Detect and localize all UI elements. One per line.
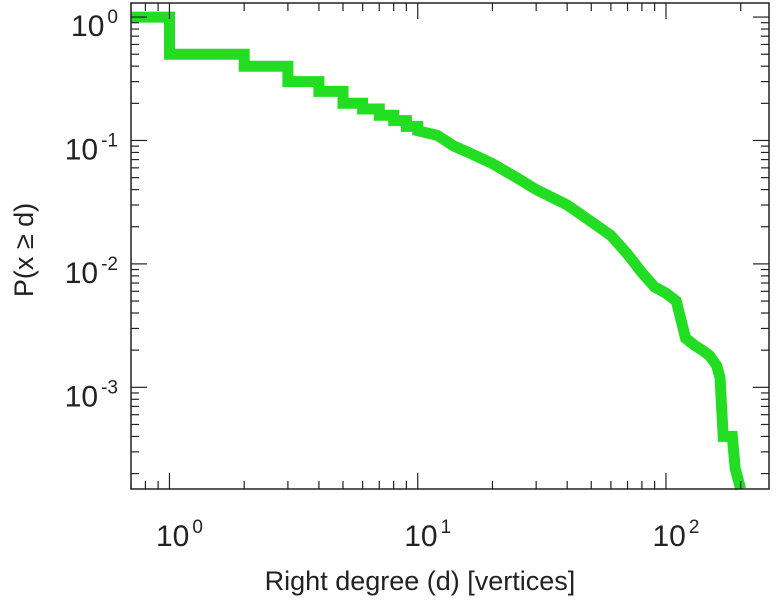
y-tick-label: 10 -3: [65, 377, 118, 413]
axes-frame: [130, 2, 770, 490]
tick-labels: 10 0 10 1 10 2 10 0 10 -1 10 -2 10 -3: [65, 7, 700, 553]
x-tick-label: 10 0: [156, 517, 203, 553]
x-axis-title: Right degree (d) [vertices]: [265, 566, 576, 596]
curve-layer: [131, 11, 747, 491]
x-tick-label: 10 1: [404, 517, 451, 553]
y-axis-title: P(x ≥ d): [9, 203, 39, 297]
ccdf-series-line: [131, 11, 747, 491]
y-tick-label: 10 0: [71, 7, 118, 43]
y-tick-label: 10 -2: [65, 254, 118, 290]
axis-ticks: [130, 3, 769, 489]
x-tick-label: 10 2: [653, 517, 700, 553]
y-tick-label: 10 -1: [65, 130, 118, 166]
plot-frame: [130, 2, 770, 490]
